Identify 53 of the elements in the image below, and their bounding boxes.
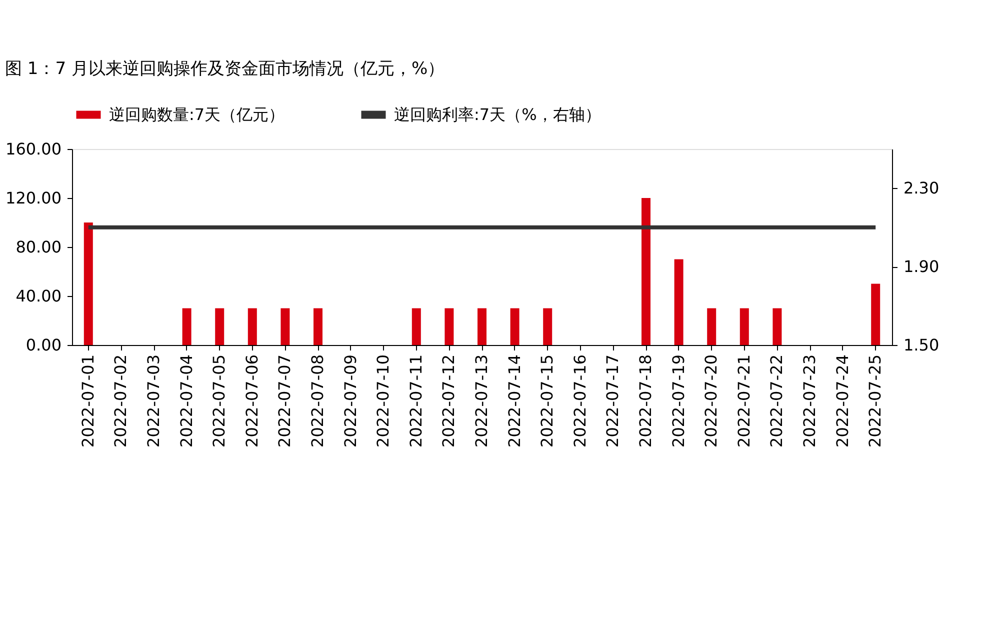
x-tick-label: 2022-07-15 (538, 354, 557, 448)
bar (510, 308, 520, 345)
x-tick-label: 2022-07-11 (406, 354, 426, 448)
x-tick-label: 2022-07-19 (668, 354, 688, 448)
x-tick-label: 2022-07-25 (866, 354, 885, 448)
chart-title: 图 1：7 月以来逆回购操作及资金面市场情况（亿元，%） (5, 59, 445, 79)
x-tick-label: 2022-07-23 (800, 354, 819, 448)
bar (772, 308, 782, 345)
legend-label: 逆回购利率:7天（%，右轴） (394, 104, 601, 124)
y-tick-label: 120.00 (6, 188, 62, 208)
y2-tick-label: 2.30 (904, 178, 940, 198)
y-tick-label: 40.00 (16, 286, 62, 306)
x-tick-label: 2022-07-09 (340, 354, 360, 448)
x-tick-label: 2022-07-21 (734, 354, 754, 448)
bar (248, 308, 257, 345)
x-tick-label: 2022-07-05 (210, 354, 229, 448)
y2-tick-label: 1.90 (904, 257, 940, 276)
bar (740, 308, 749, 345)
bar (182, 308, 192, 345)
x-tick-label: 2022-07-14 (504, 354, 524, 448)
bar (871, 284, 880, 345)
bar (543, 308, 552, 345)
x-tick-label: 2022-07-17 (603, 354, 622, 448)
x-tick-label: 2022-07-10 (374, 354, 393, 448)
y2-tick-label: 1.50 (904, 336, 940, 354)
bar (314, 308, 322, 345)
legend-label: 逆回购数量:7天（亿元） (109, 104, 285, 124)
x-tick-label: 2022-07-16 (570, 354, 590, 448)
x-tick-label: 2022-07-08 (308, 354, 327, 448)
bar (444, 308, 454, 345)
x-tick-label: 2022-07-04 (176, 354, 196, 448)
bar (707, 308, 716, 345)
bar (478, 308, 486, 345)
x-tick-label: 2022-07-18 (636, 354, 655, 448)
x-tick-label: 2022-07-01 (78, 354, 98, 448)
x-tick-label: 2022-07-07 (275, 354, 294, 448)
x-tick-label: 2022-07-20 (702, 354, 721, 448)
bar (280, 308, 290, 345)
x-tick-label: 2022-07-12 (439, 354, 458, 448)
x-tick-label: 2022-07-22 (767, 354, 786, 448)
bar (84, 222, 93, 345)
bar (215, 308, 224, 345)
bar (674, 259, 684, 345)
bar (642, 198, 650, 345)
y-tick-label: 80.00 (16, 238, 62, 256)
x-tick-label: 2022-07-02 (111, 354, 130, 448)
x-tick-label: 2022-07-24 (832, 354, 852, 448)
y-tick-label: 0.00 (26, 336, 62, 354)
y-tick-label: 160.00 (6, 140, 62, 158)
bar (412, 308, 421, 345)
x-tick-label: 2022-07-03 (144, 354, 163, 448)
x-tick-label: 2022-07-13 (472, 354, 491, 448)
x-tick-label: 2022-07-06 (242, 354, 262, 448)
